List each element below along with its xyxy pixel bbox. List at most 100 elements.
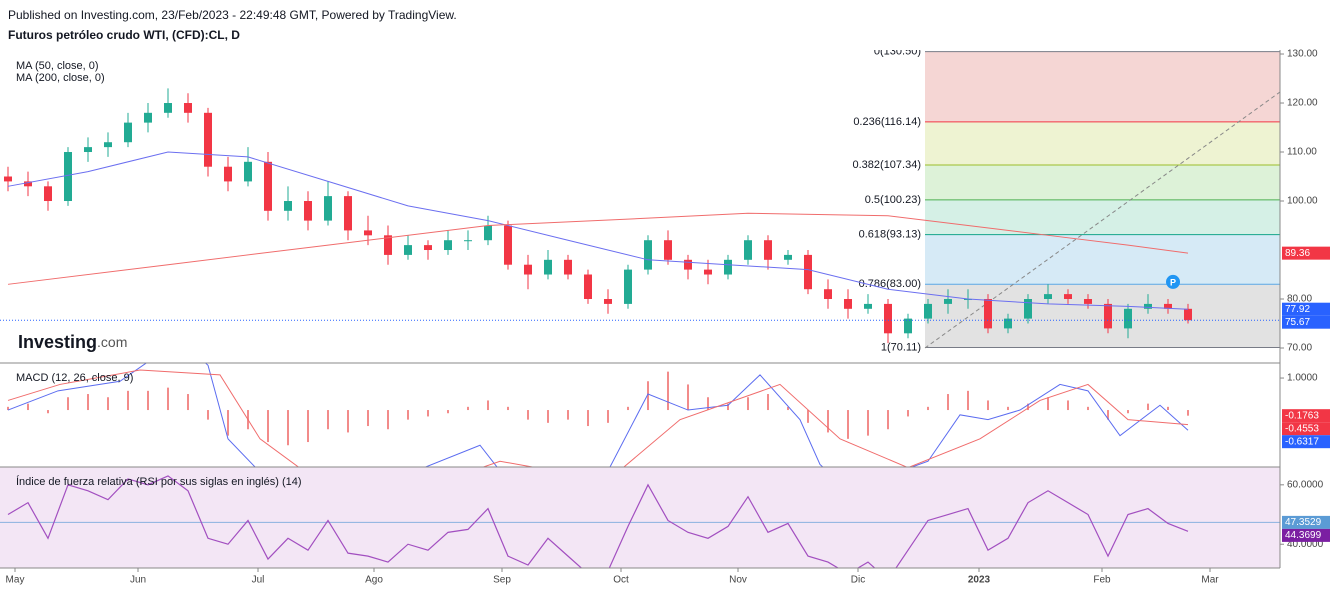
- value-label: -0.4553: [1285, 423, 1319, 434]
- candle-body: [524, 264, 532, 275]
- macd-histogram-bar: [1187, 410, 1189, 416]
- value-label-box: [1282, 246, 1330, 260]
- pane-background: [0, 467, 1280, 568]
- y-tick-label: 110.00: [1287, 147, 1317, 158]
- macd-histogram-bar: [1127, 410, 1129, 414]
- candle-body: [504, 225, 512, 265]
- y-tick-label: 130.00: [1287, 49, 1318, 60]
- published-note: Published on Investing.com, 23/Feb/2023 …: [8, 8, 457, 22]
- y-tick-label: 80.00: [1287, 294, 1312, 305]
- macd-histogram-bar: [307, 410, 309, 443]
- macd-histogram-bar: [87, 394, 89, 411]
- macd-histogram-bar: [327, 410, 329, 430]
- macd-histogram-bar: [907, 410, 909, 417]
- fib-zone: [925, 121, 1280, 166]
- time-tick-label: Mar: [1201, 575, 1219, 586]
- candle-body: [1144, 303, 1152, 309]
- candle-body: [904, 318, 912, 334]
- candle-body: [664, 240, 672, 260]
- y-tick-label: 70.00: [1287, 343, 1312, 354]
- value-label: 89.36: [1285, 248, 1310, 259]
- macd-histogram-bar: [567, 410, 569, 420]
- candle-body: [744, 240, 752, 260]
- macd-histogram-bar: [727, 403, 729, 411]
- badge-text: P: [1170, 277, 1176, 287]
- macd-histogram-bar: [1067, 400, 1069, 411]
- axes: May Jun Jul Ago Sep Oct Nov Dic 2023 Feb Mar 130.00…: [0, 49, 1330, 586]
- value-label-box: [1282, 515, 1330, 529]
- value-label: 75.67: [1285, 317, 1310, 328]
- logo-suffix: .com: [97, 334, 127, 350]
- candle-body: [284, 201, 292, 211]
- candle-body: [324, 196, 332, 221]
- candle-body: [624, 269, 632, 304]
- time-tick-label: Nov: [729, 575, 747, 586]
- candle-body: [784, 254, 792, 260]
- macd-histogram-bar: [187, 394, 189, 411]
- fib-label: 1(70.11): [881, 341, 921, 353]
- macd-histogram-bar: [387, 410, 389, 430]
- macd-histogram-bar: [7, 406, 9, 411]
- candle-body: [984, 299, 992, 329]
- candle-body: [1124, 308, 1132, 329]
- macd-histogram-bar: [287, 410, 289, 446]
- macd-histogram-bar: [707, 397, 709, 411]
- candle-body: [804, 254, 812, 290]
- candle-body: [244, 161, 252, 182]
- macd-pane: [7, 363, 1189, 467]
- candle-body: [844, 299, 852, 309]
- candle-body: [204, 112, 212, 167]
- time-tick-label: Sep: [493, 575, 511, 586]
- candle-body: [684, 259, 692, 270]
- value-label: -0.6317: [1285, 436, 1319, 447]
- candle-body: [824, 289, 832, 300]
- pane-title: Índice de fuerza relativa (RSI por sus s…: [16, 475, 302, 488]
- macd-histogram-bar: [767, 394, 769, 411]
- value-label: 77.92: [1285, 304, 1310, 315]
- candle-body: [444, 240, 452, 251]
- macd-histogram-bar: [987, 400, 989, 411]
- macd-line: [7, 363, 1189, 467]
- candle-body: [1184, 308, 1192, 321]
- time-tick-label: 2023: [968, 575, 991, 586]
- candle-body: [424, 245, 432, 251]
- candle-body: [264, 161, 272, 211]
- candle-body: [884, 303, 892, 334]
- fib-zone: [925, 165, 1280, 200]
- fib-label: 0.5(100.23): [865, 194, 921, 206]
- fib-zone: [925, 51, 1280, 122]
- candle-body: [464, 240, 472, 242]
- macd-histogram-bar: [847, 410, 849, 439]
- macd-histogram-bar: [667, 371, 669, 411]
- price-pane: 0(130.50) 0.236(116.14) 0.382(107.34) 0.5(1…: [0, 45, 1280, 353]
- candle-body: [164, 103, 172, 113]
- macd-histogram-bar: [887, 410, 889, 430]
- macd-histogram-bar: [447, 410, 449, 414]
- candle-body: [4, 176, 12, 182]
- candle-body: [704, 269, 712, 275]
- macd-histogram-bar: [1087, 406, 1089, 411]
- y-tick-label: 60.0000: [1287, 479, 1324, 490]
- candle-body: [304, 201, 312, 221]
- fib-label: 0.236(116.14): [853, 116, 921, 128]
- fib-label: 0.382(107.34): [853, 159, 922, 171]
- macd-histogram-bar: [807, 410, 809, 423]
- logo-brand: Investing: [18, 332, 97, 352]
- candle-body: [764, 240, 772, 260]
- macd-histogram-bar: [547, 410, 549, 423]
- macd-histogram-bar: [127, 390, 129, 411]
- macd-histogram-bar: [467, 406, 469, 411]
- candle-body: [404, 245, 412, 255]
- candle-body: [224, 166, 232, 182]
- macd-histogram-bar: [167, 387, 169, 411]
- rsi-line: [7, 475, 1189, 568]
- value-label-box: [1282, 302, 1330, 316]
- macd-histogram-bar: [427, 410, 429, 417]
- candle-body: [864, 303, 872, 309]
- macd-histogram-bar: [687, 384, 689, 411]
- candle-body: [1004, 318, 1012, 329]
- fib-label: 0(130.50): [874, 45, 921, 57]
- rsi-pane: [0, 467, 1280, 568]
- candle-body: [44, 186, 52, 202]
- candle-body: [364, 230, 372, 236]
